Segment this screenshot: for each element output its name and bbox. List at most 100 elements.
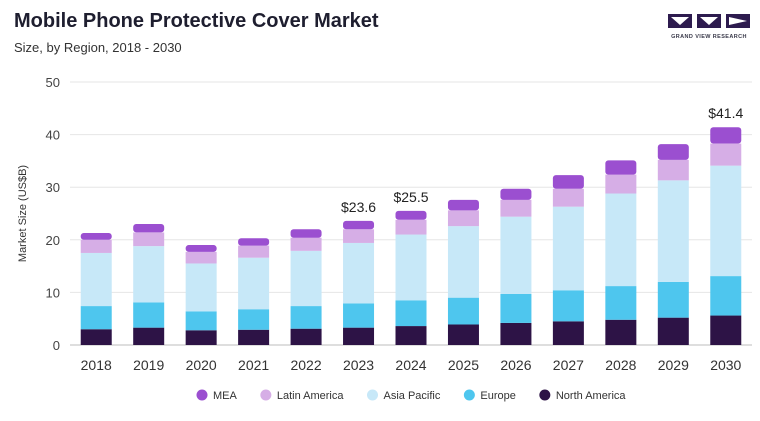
y-tick-label: 10 [46,285,60,300]
bar-segment: MEA 2030: 3.1 [710,127,742,144]
y-tick-label: 0 [53,338,60,353]
bar-segment: MEA 2026: 2.1 [500,188,532,200]
bar-segment: North America 2029: 5.2 [657,317,689,345]
bar-segment: MEA 2023: 1.6 [343,220,375,230]
legend-swatch [367,389,378,401]
bar-segment: MEA 2025: 2 [447,199,479,211]
bar-segment: Europe 2018: 4.4 [80,306,112,330]
bar-segment: North America 2019: 3.3 [133,327,165,345]
bar-segment: Europe 2021: 3.9 [238,309,270,330]
bar-segment: Latin America 2019: 2.6 [133,232,165,247]
bar-segment: Europe 2026: 5.5 [500,293,532,323]
legend-swatch [463,389,475,401]
bar-segment: Latin America 2021: 2.3 [238,245,270,258]
legend-swatch [196,389,208,401]
bar-segment: Asia Pacific 2018: 10.1 [80,252,112,307]
legend-label: Asia Pacific [384,390,441,402]
bar-segment: North America 2025: 3.9 [447,324,479,345]
bar-segment: Asia Pacific 2020: 9.1 [185,263,217,312]
bar-segment: Europe 2022: 4.3 [290,306,322,329]
x-tick-label: 2019 [133,357,164,373]
bar-segment: Asia Pacific 2025: 13.6 [447,226,479,298]
bar-segment: Latin America 2030: 4.2 [710,143,742,166]
bar-segment: Asia Pacific 2021: 9.8 [238,257,270,310]
x-tick-label: 2026 [500,357,531,373]
bar-segment: Latin America 2026: 3.2 [500,199,532,217]
bar-segment: Europe 2029: 6.8 [657,281,689,318]
x-tick-label: 2018 [81,357,112,373]
bar-segment: Asia Pacific 2022: 10.5 [290,250,322,307]
data-label: $25.5 [393,189,428,205]
bar-segment: Asia Pacific 2026: 14.7 [500,216,532,294]
x-tick-label: 2021 [238,357,269,373]
x-tick-label: 2030 [710,357,741,373]
bar-segment: Latin America 2025: 3 [447,210,479,227]
bar-segment: Asia Pacific 2019: 10.7 [133,246,165,303]
bar-segment: North America 2023: 3.3 [343,327,375,345]
grand-view-research-logo: GRAND VIEW RESEARCH [666,12,752,40]
bar-segment: Latin America 2029: 3.9 [657,159,689,181]
bar-segment: North America 2018: 3 [80,329,112,345]
bar-segment: Latin America 2022: 2.5 [290,237,322,251]
chart-title: Mobile Phone Protective Cover Market [14,10,379,32]
bar-segment: Asia Pacific 2024: 12.5 [395,234,427,301]
x-tick-label: 2020 [186,357,217,373]
bar-segment: MEA 2024: 1.7 [395,210,427,220]
legend-label: MEA [213,390,238,402]
bar-segment: MEA 2019: 1.6 [133,224,165,233]
bar-segment: Latin America 2027: 3.4 [552,188,584,207]
bar-segment: North America 2020: 2.8 [185,330,217,345]
y-tick-label: 20 [46,233,60,248]
x-tick-label: 2028 [605,357,636,373]
legend-label: Europe [480,390,515,402]
bar-segment: Asia Pacific 2027: 15.9 [552,206,584,291]
x-tick-label: 2025 [448,357,479,373]
legend-swatch [260,389,272,401]
bar-segment: Asia Pacific 2023: 11.5 [343,242,375,304]
bar-segment: Europe 2030: 7.5 [710,276,742,316]
x-tick-label: 2029 [658,357,689,373]
legend-label: Latin America [277,390,345,402]
bar-segment: Latin America 2024: 2.8 [395,219,427,235]
data-label: $41.4 [708,105,743,121]
bar-segment: North America 2030: 5.6 [710,315,742,345]
bar-segment: Europe 2023: 4.6 [343,303,375,328]
chart-subtitle: Size, by Region, 2018 - 2030 [14,40,182,55]
x-tick-label: 2024 [395,357,426,373]
bar-segment: MEA 2018: 1.3 [80,232,112,240]
bar-segment: Latin America 2023: 2.6 [343,229,375,243]
y-tick-label: 50 [46,75,60,90]
bar-segment: MEA 2028: 2.7 [605,160,637,175]
bar-segment: Asia Pacific 2029: 19.3 [657,180,689,282]
bar-segment: North America 2026: 4.2 [500,322,532,345]
bar-segment: MEA 2021: 1.4 [238,238,270,246]
y-tick-label: 30 [46,180,60,195]
bar-segment: Europe 2020: 3.6 [185,311,217,331]
bar-segment: North America 2027: 4.5 [552,321,584,345]
bar-segment: MEA 2027: 2.6 [552,175,584,189]
x-tick-label: 2023 [343,357,374,373]
bar-segment: North America 2021: 2.9 [238,329,270,345]
bar-segment: Latin America 2020: 2.2 [185,251,217,264]
bar-segment: Europe 2027: 5.9 [552,290,584,322]
bar-segment: Europe 2019: 4.8 [133,302,165,328]
bar-segment: Asia Pacific 2028: 17.6 [605,193,637,287]
bar-segment: Latin America 2018: 2.5 [80,239,112,253]
bar-segment: Europe 2025: 5.1 [447,297,479,325]
x-tick-label: 2022 [290,357,321,373]
bar-segment: Asia Pacific 2030: 21 [710,165,742,277]
bar-segment: North America 2028: 4.8 [605,319,637,345]
legend-swatch [539,389,551,401]
bar-segment: MEA 2022: 1.6 [290,229,322,238]
logo-text: GRAND VIEW RESEARCH [671,34,747,40]
x-tick-label: 2027 [553,357,584,373]
bar-segment: MEA 2029: 3 [657,144,689,160]
bar-segment: North America 2022: 3.1 [290,328,322,345]
bar-segment: Europe 2028: 6.4 [605,286,637,320]
logo-mark-icon [668,14,750,28]
legend-label: North America [556,390,627,402]
y-tick-label: 40 [46,128,60,143]
y-axis-label: Market Size (US$B) [17,165,29,262]
